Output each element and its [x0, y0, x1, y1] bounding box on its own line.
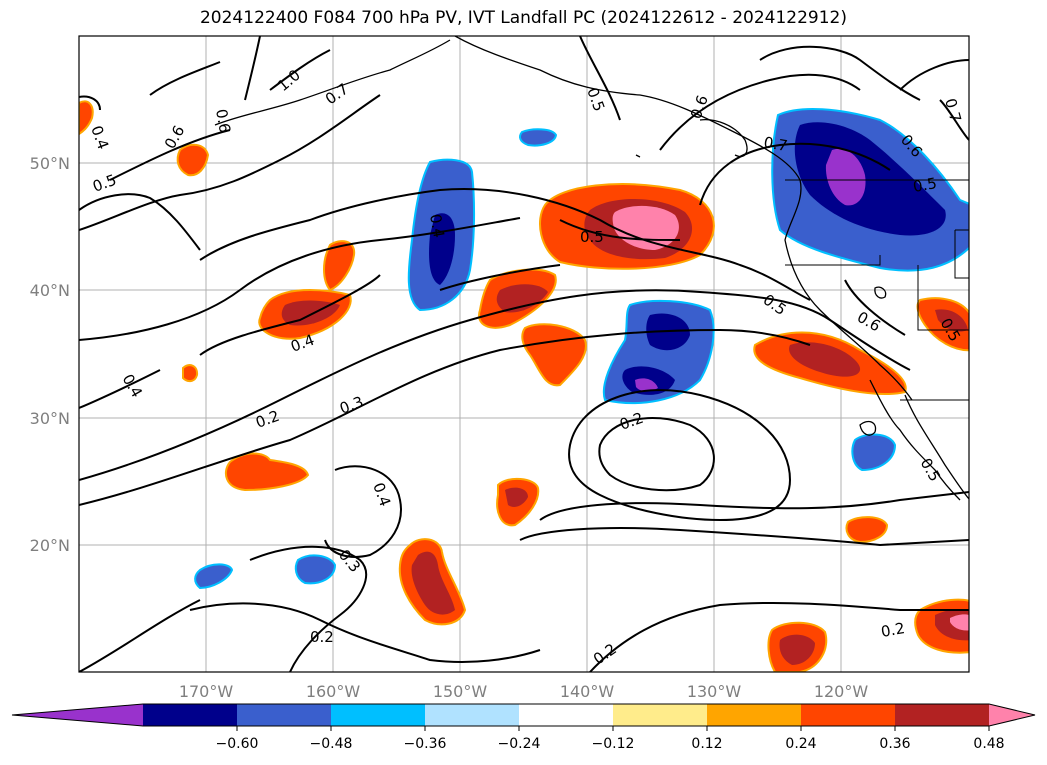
- colorbar-tick-labels: −0.60 −0.48 −0.36 −0.24 −0.12 0.12 0.24 0.36 0.4…: [216, 726, 1005, 752]
- colorbar-tick-label: −0.60: [216, 736, 259, 752]
- contour-label: 0.6: [212, 108, 234, 135]
- lon-tick-label: 140°W: [560, 682, 615, 701]
- colorbar-outline: [11, 703, 1036, 727]
- colorbar-segment: [613, 704, 708, 726]
- colorbar-tick-label: 0.24: [785, 736, 816, 752]
- pv-contours: [79, 36, 969, 672]
- colorbar-segment: [519, 704, 614, 726]
- lon-tick-label: 160°W: [306, 682, 361, 701]
- borders: [785, 179, 969, 401]
- colorbar-segment: [331, 704, 426, 726]
- colorbar-tick-label: −0.48: [310, 736, 353, 752]
- contour-label: 0.7: [762, 133, 789, 155]
- map-title: 2024122400 F084 700 hPa PV, IVT Landfall…: [199, 8, 847, 28]
- colorbar-segment: [143, 704, 238, 726]
- ivt-negative-shading: [194, 108, 969, 590]
- contour-label: 0.2: [310, 628, 334, 646]
- colorbar-segment: [237, 704, 332, 726]
- colorbar-extend-max: [989, 704, 1035, 726]
- lon-tick-label: 120°W: [814, 682, 869, 701]
- map-frame: [78, 35, 970, 673]
- lat-tick-label: 30°N: [30, 409, 70, 428]
- colorbar-tick-label: −0.36: [404, 736, 447, 752]
- contour-label: 0.4: [426, 213, 448, 240]
- lat-tick-label: 20°N: [30, 536, 70, 555]
- lat-tick-labels: 50°N 40°N 30°N 20°N: [30, 154, 70, 555]
- colorbar-segment: [895, 704, 990, 726]
- colorbar-tick-label: 0.12: [691, 736, 722, 752]
- colorbar-tick-label: 0.36: [879, 736, 910, 752]
- lon-tick-label: 130°W: [687, 682, 742, 701]
- colorbar-tick-label: −0.24: [498, 736, 541, 752]
- colorbar-tick-label: −0.12: [592, 736, 635, 752]
- lon-tick-label: 170°W: [179, 682, 234, 701]
- colorbar-extend-min: [12, 704, 143, 726]
- colorbar-tick-label: 0.48: [973, 736, 1004, 752]
- contour-label: 0.5: [580, 228, 604, 246]
- colorbar: [11, 703, 1036, 727]
- contour-label: 0.5: [912, 174, 939, 196]
- lon-tick-labels: 170°W 160°W 150°W 140°W 130°W 120°W: [179, 682, 869, 701]
- contour-label: 0.2: [880, 619, 907, 641]
- lon-tick-label: 150°W: [433, 682, 488, 701]
- colorbar-segment: [425, 704, 520, 726]
- lat-tick-label: 40°N: [30, 281, 70, 300]
- map-plot-area: 1.0 0.6 0.4 0.7 0.5 0.6 0.5 0.4 0.4 0.4 …: [79, 36, 969, 672]
- contour-label: 0.7: [941, 96, 965, 124]
- lat-tick-label: 50°N: [30, 154, 70, 173]
- colorbar-segment: [707, 704, 802, 726]
- colorbar-segment: [801, 704, 896, 726]
